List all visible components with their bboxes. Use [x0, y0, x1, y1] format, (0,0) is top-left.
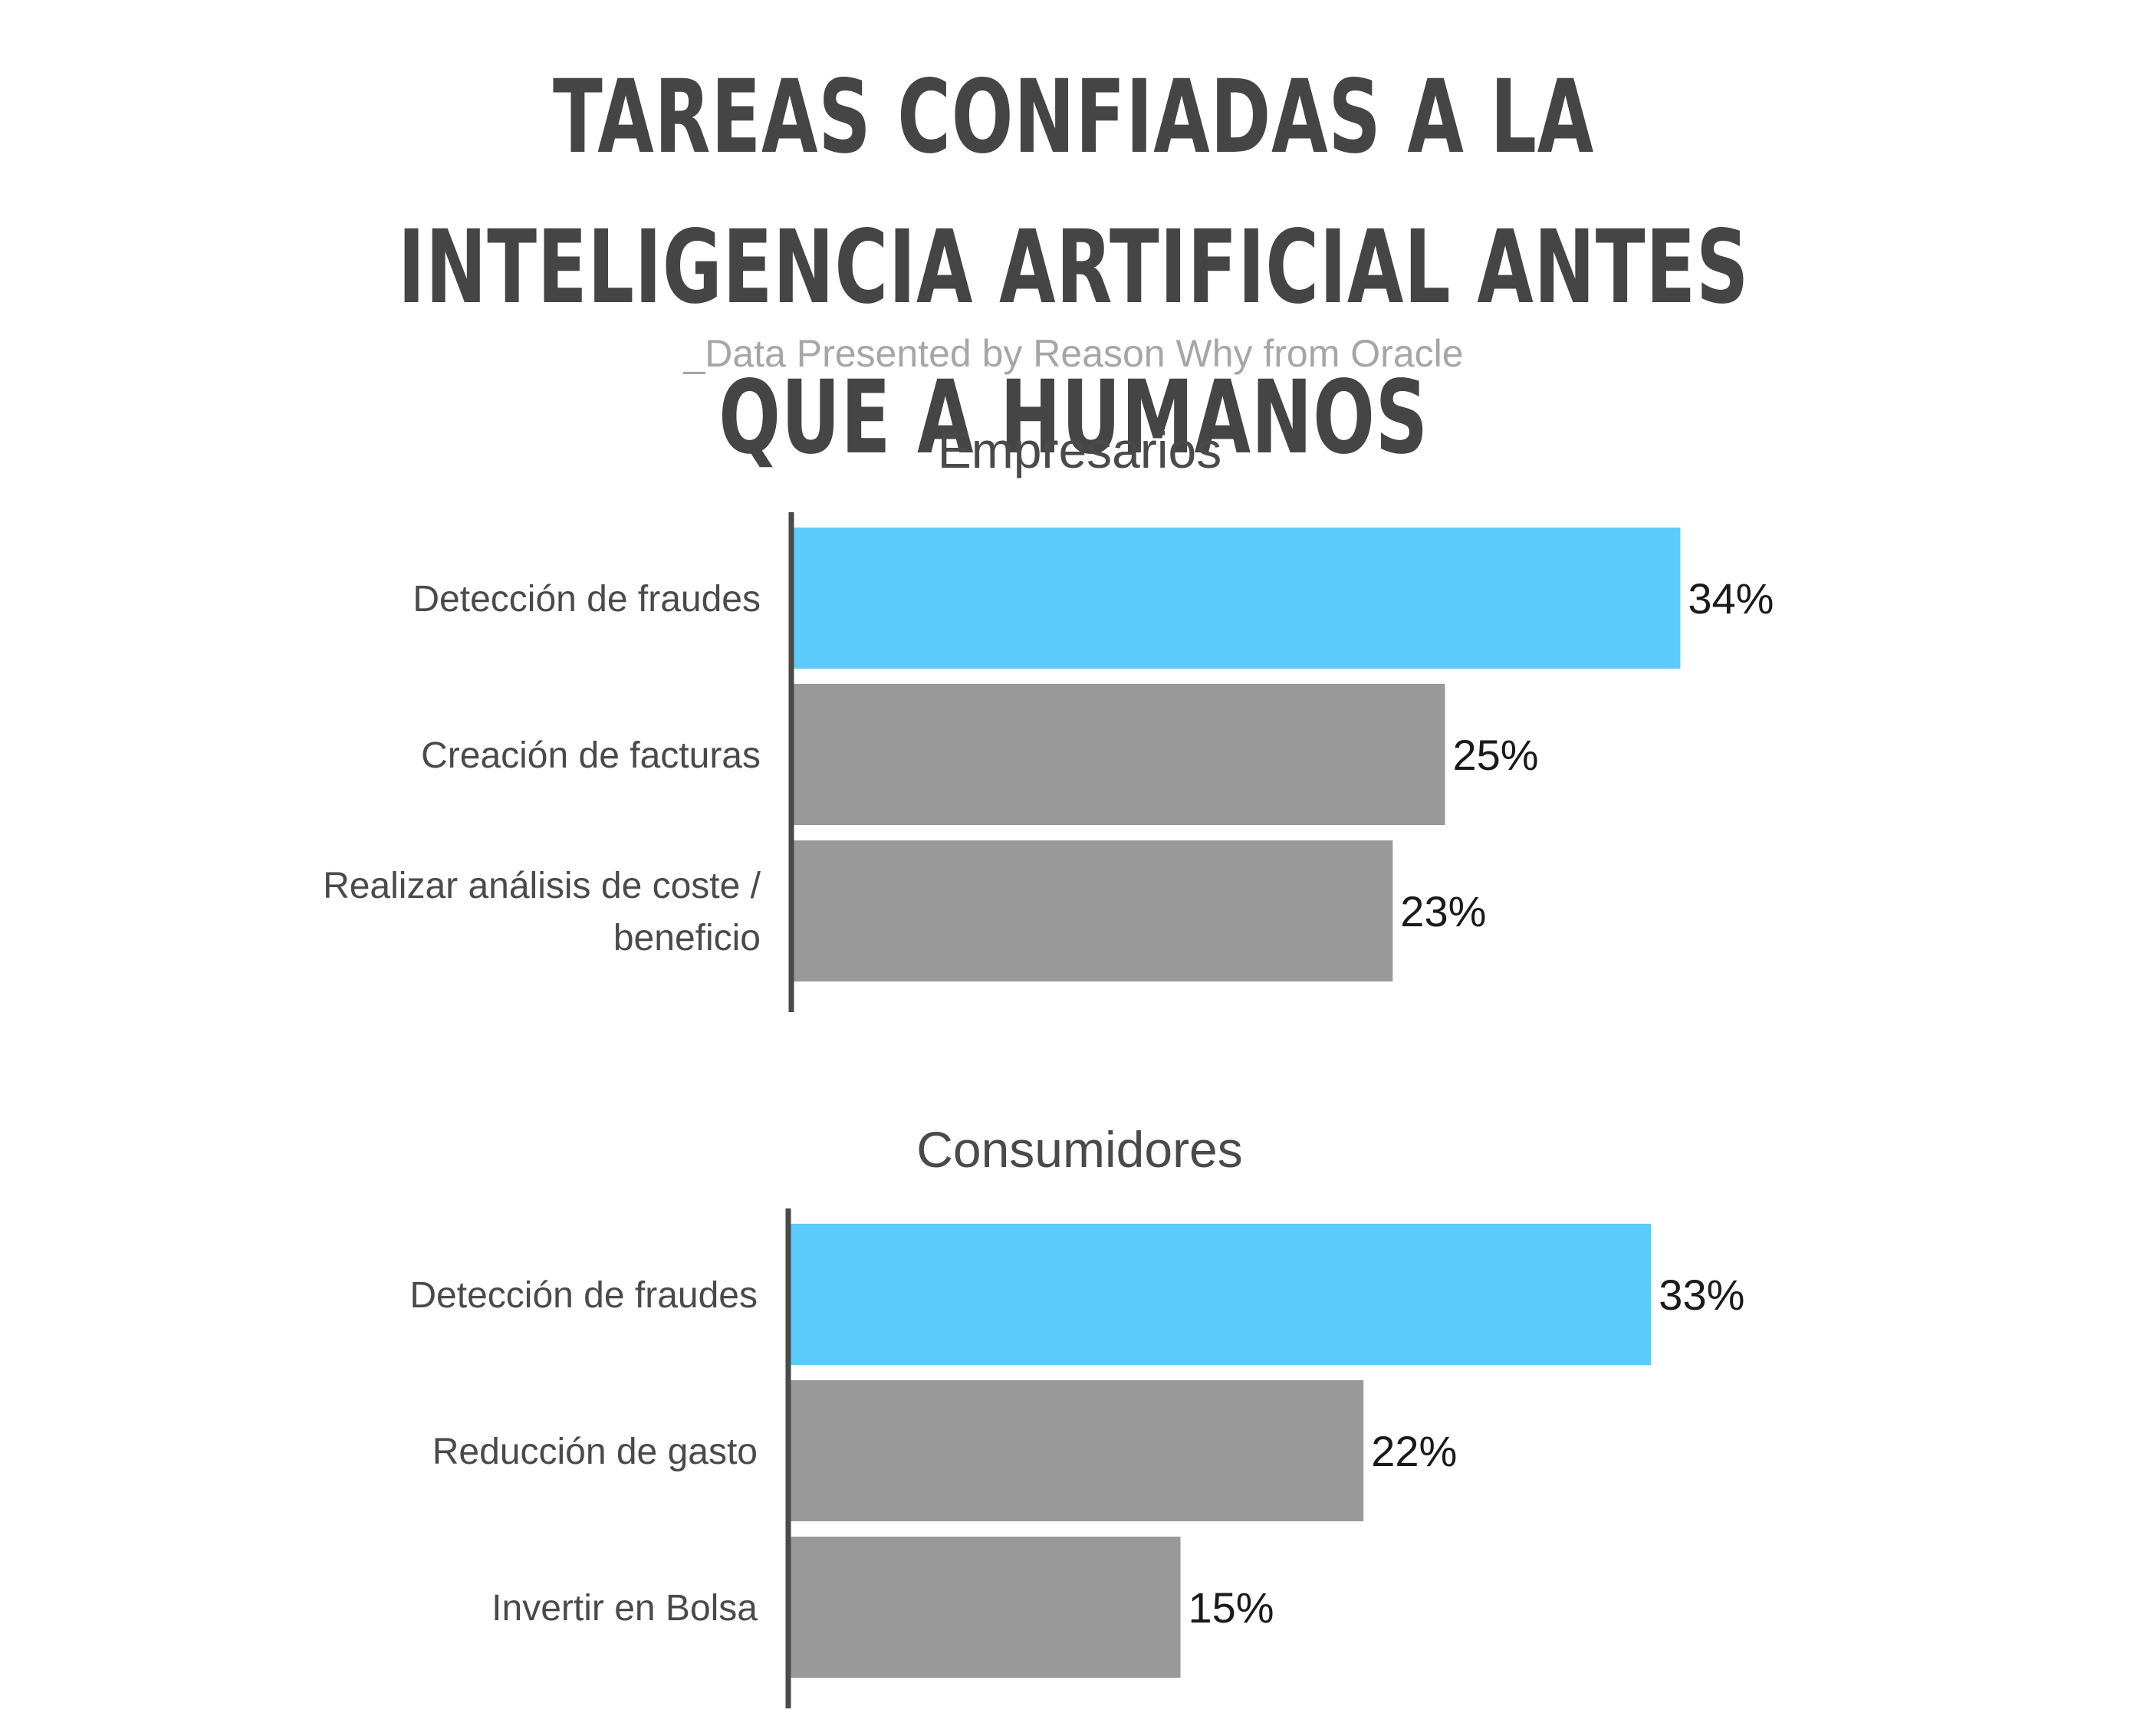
value-label: 25% — [1453, 731, 1539, 779]
bar — [788, 1224, 1652, 1365]
panel-title: Empresarios — [938, 422, 1221, 478]
bar — [791, 528, 1681, 669]
bar — [788, 1380, 1364, 1521]
bar — [788, 1537, 1181, 1678]
category-label: Invertir en Bolsa — [492, 1588, 758, 1629]
value-label: 22% — [1371, 1427, 1457, 1475]
category-label: Realizar análisis de coste / beneficio — [323, 866, 761, 958]
bar — [791, 840, 1393, 981]
bar — [791, 684, 1445, 825]
category-label: Detección de fraudes — [413, 579, 761, 620]
value-label: 34% — [1688, 574, 1774, 623]
chart-subtitle: _Data Presented by Reason Why from Oracl… — [683, 332, 1464, 375]
category-label: Creación de facturas — [421, 735, 761, 776]
chart-title: TAREAS CONFIADAS A LA INTELIGENCIA ARTIF… — [397, 58, 1750, 477]
panel-title: Consumidores — [916, 1121, 1243, 1178]
value-label: 33% — [1659, 1271, 1744, 1319]
value-label: 15% — [1189, 1583, 1274, 1632]
value-label: 23% — [1400, 887, 1486, 935]
category-label: Reducción de gasto — [432, 1432, 758, 1472]
category-label: Detección de fraudes — [409, 1275, 758, 1316]
